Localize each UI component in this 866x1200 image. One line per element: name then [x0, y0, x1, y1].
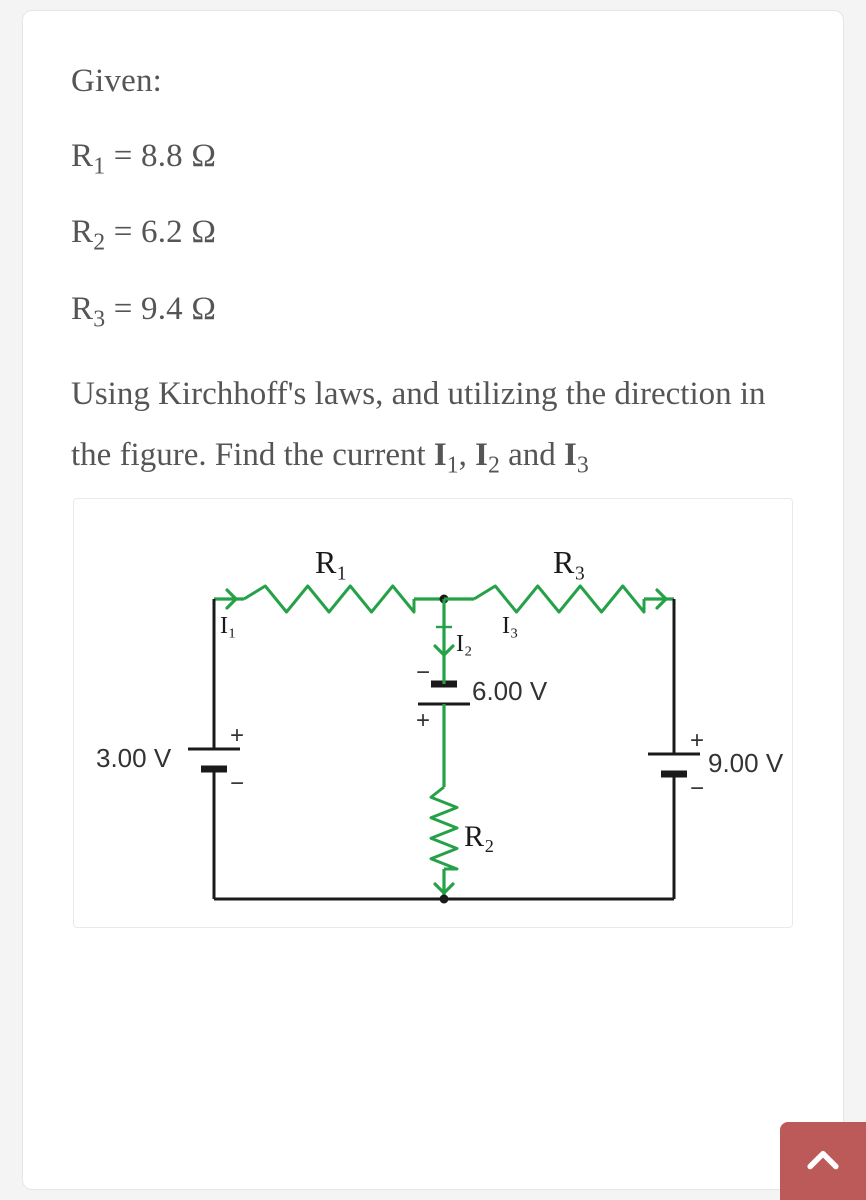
svg-text:+: + — [230, 722, 244, 749]
svg-text:9.00 V: 9.00 V — [708, 748, 784, 778]
svg-text:−: − — [690, 775, 704, 802]
svg-text:I₂: I₂ — [456, 631, 472, 657]
svg-text:3.00 V: 3.00 V — [96, 743, 172, 773]
given-label: Given: — [71, 59, 795, 104]
svg-text:+: + — [416, 707, 430, 734]
value-r3: R3 = 9.4 Ω — [71, 287, 795, 336]
svg-text:+: + — [690, 727, 704, 754]
value-r1: R1 = 8.8 Ω — [71, 134, 795, 183]
circuit-figure: + − + − − + R₁ R₃ I₁ I₂ I₃ R₂ 3.00 V 6.00 V 9.00 V — [73, 498, 793, 928]
svg-text:R₃: R₃ — [553, 544, 586, 580]
svg-text:−: − — [416, 659, 430, 686]
circuit-svg: + − + − − + R₁ R₃ I₁ I₂ I₃ R₂ 3.00 V 6.00 V 9.00 V — [74, 499, 794, 929]
value-r2: R2 = 6.2 Ω — [71, 210, 795, 259]
svg-text:I₁: I₁ — [220, 613, 236, 639]
svg-text:R₂: R₂ — [464, 820, 494, 853]
problem-card: Given: R1 = 8.8 Ω R2 = 6.2 Ω R3 = 9.4 Ω … — [22, 10, 844, 1190]
svg-text:−: − — [230, 770, 244, 797]
question-prompt: Using Kirchhoff's laws, and utilizing th… — [71, 364, 795, 489]
chevron-up-icon — [801, 1139, 845, 1183]
svg-text:6.00 V: 6.00 V — [472, 676, 548, 706]
svg-text:R₁: R₁ — [315, 544, 348, 580]
scroll-top-button[interactable] — [780, 1122, 866, 1200]
svg-text:I₃: I₃ — [502, 613, 518, 639]
